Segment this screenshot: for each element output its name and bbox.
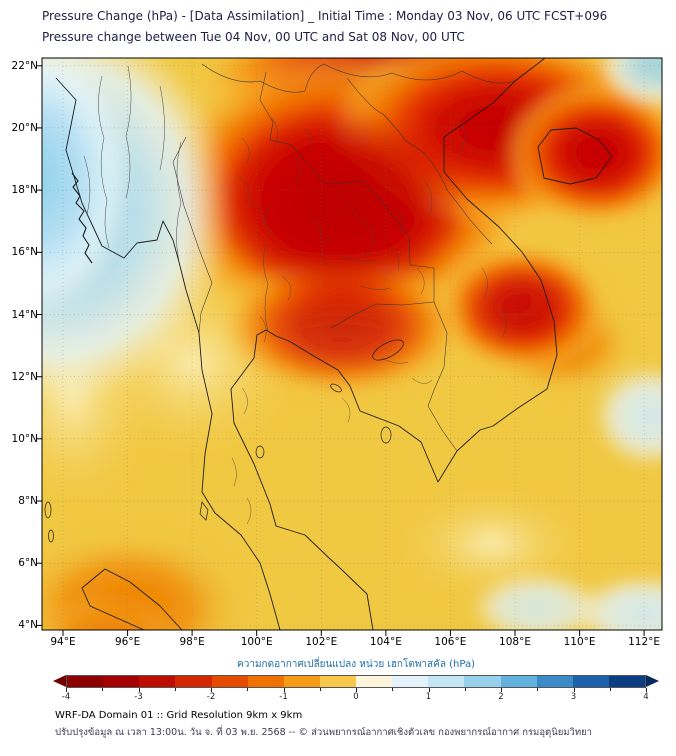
colorbar-tick [464,688,466,691]
colorbar-tick [609,688,611,691]
colorbar-label: ความกดอากาศเปลี่ยนแปลง หน่วย เฮกโตพาสคัล… [237,659,475,670]
colorbar-tick-label: 2 [498,692,504,702]
colorbar-segment [139,676,176,687]
colorbar-segment [500,676,537,687]
lat-lon-gridlines [42,58,662,630]
colorbar-segment [464,676,501,687]
colorbar-tick [247,688,249,691]
map-frame [41,57,663,631]
colorbar-tick-labels: -4 -3 -2 -1 0 1 2 3 4 [62,692,649,703]
colorbar-segment [247,676,284,687]
colorbar-tick [356,688,357,692]
colorbar-segment [428,676,465,687]
colorbar-right-arrow [646,675,659,687]
axis-ticks [36,65,645,636]
colorbar-tick-label: 0 [353,692,359,702]
colorbar-tick-label: 1 [425,692,432,702]
colorbar-segment [572,676,609,687]
colorbar-tick [573,688,575,692]
colorbar-segment [67,676,104,687]
colorbar-segments [66,675,646,688]
colorbar-tick-label: -1 [279,692,288,702]
pressure-field [42,58,662,630]
colorbar-tick [392,688,394,691]
colorbar-segment [283,676,320,687]
colorbar-ticks [66,688,647,693]
country-borders [172,63,516,452]
colorbar-segment [103,676,140,687]
map-title-line1: Pressure Change (hPa) - [Data Assimilati… [42,9,608,23]
pressure-change-map [36,57,663,636]
colorbar-segment [175,676,212,687]
colorbar-tick [174,688,176,691]
colorbar-tick [66,688,67,692]
colorbar-tick [428,688,430,692]
rivers [83,65,269,333]
colorbar-tick [646,688,647,692]
footer-update-info: ปรับปรุงข้อมูล ณ เวลา 13:00น. วัน จ. ที่… [55,727,593,738]
colorbar-tick [211,688,212,692]
map-title-line2: Pressure change between Tue 04 Nov, 00 U… [42,30,465,44]
colorbar-segment [608,676,645,687]
colorbar-tick [319,688,321,691]
colorbar-tick [501,688,502,692]
footer-domain-info: WRF-DA Domain 01 :: Grid Resolution 9km … [55,710,303,721]
colorbar-tick-label: -2 [206,692,216,702]
coastlines [55,58,613,630]
colorbar-tick [138,688,140,692]
colorbar-tick-label: 4 [643,692,649,702]
colorbar-segment [319,676,356,687]
islands-and-lakes [44,339,404,543]
colorbar-segment [211,676,248,687]
colorbar-tick [283,688,285,692]
colorbar-segment [356,676,393,687]
colorbar-tick [537,688,539,691]
colorbar-left-arrow [53,675,66,687]
colorbar-tick-label: -4 [61,692,71,702]
colorbar-tick [102,688,104,691]
colorbar-segment [536,676,573,687]
colorbar-tick-label: -3 [134,692,143,702]
colorbar-tick-label: 3 [570,692,577,702]
colorbar-segment [392,676,429,687]
province-borders [231,117,507,525]
